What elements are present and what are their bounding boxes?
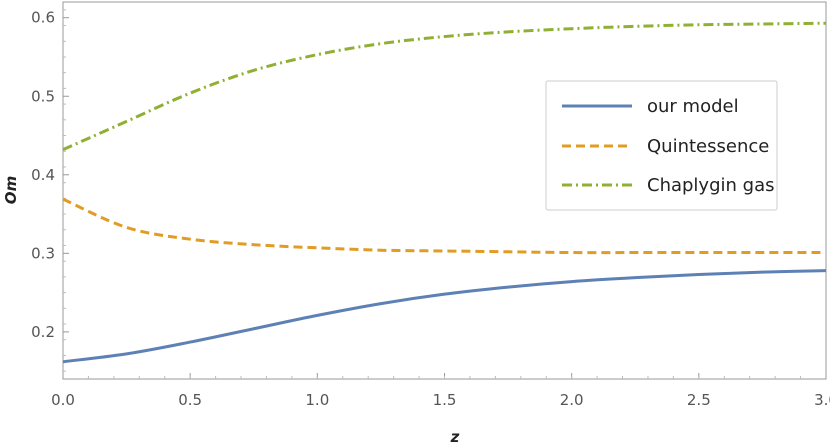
legend-box — [545, 80, 778, 211]
x-axis-label: z — [450, 428, 460, 446]
x-tick-label: 2.0 — [560, 391, 584, 409]
y-tick-label: 0.4 — [31, 166, 55, 184]
x-tick-label: 2.5 — [687, 391, 711, 409]
y-tick-label: 0.5 — [31, 87, 55, 105]
legend-label-our-model: our model — [647, 96, 739, 117]
legend-label-quintessence: Quintessence — [647, 136, 769, 157]
series-line-our-model — [62, 269, 827, 364]
x-tick-label: 0.5 — [178, 391, 202, 409]
legend: our model Quintessence Chaplygin gas — [545, 80, 778, 211]
axis-ticks: 0.0 0.5 1.0 1.5 2.0 2.5 3.0 0.2 0.3 0.4 0.5 0.6 — [31, 9, 830, 409]
x-tick-label: 3.0 — [814, 391, 830, 409]
legend-label-chaplygin-gas: Chaplygin gas — [647, 175, 774, 196]
series-line-chaplygin-gas — [62, 21, 827, 152]
y-tick-label: 0.2 — [31, 323, 55, 341]
y-axis-label: Om — [2, 176, 20, 204]
y-tick-label: 0.6 — [31, 9, 55, 27]
x-tick-label: 1.5 — [433, 391, 457, 409]
x-tick-label: 1.0 — [305, 391, 329, 409]
x-tick-label: 0.0 — [51, 391, 75, 409]
series-line-quintessence — [62, 197, 826, 255]
series-layer — [62, 21, 827, 364]
y-tick-label: 0.3 — [31, 244, 55, 262]
